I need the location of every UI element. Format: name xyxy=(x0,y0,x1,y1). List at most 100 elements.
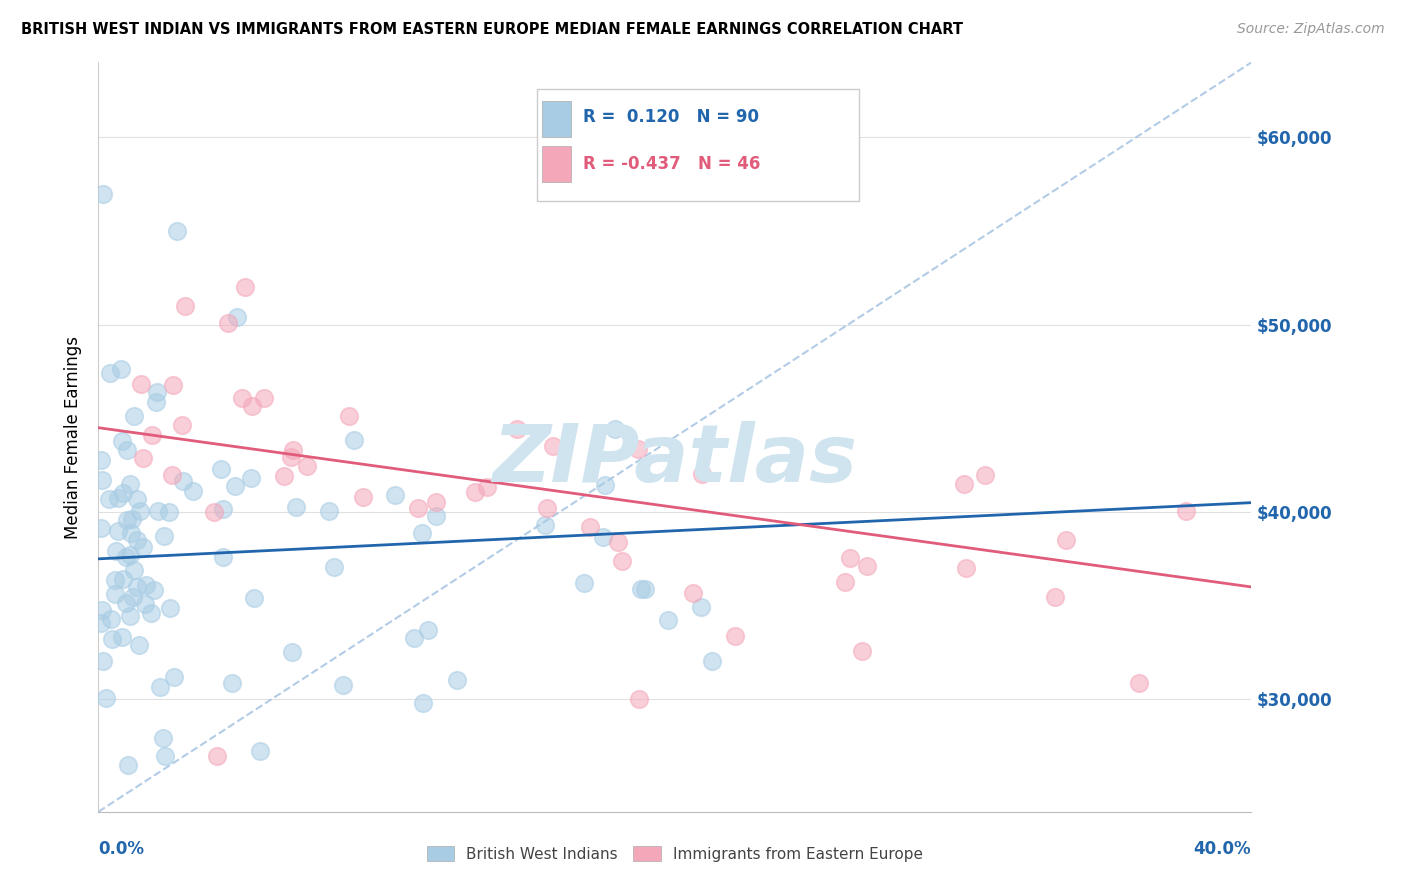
Point xyxy=(172,474,194,488)
Text: R =  0.120   N = 90: R = 0.120 N = 90 xyxy=(582,108,759,126)
Text: R = -0.437   N = 46: R = -0.437 N = 46 xyxy=(582,154,761,172)
Bar xyxy=(537,88,859,201)
Point xyxy=(425,508,447,523)
Point xyxy=(124,563,146,577)
Point xyxy=(174,299,197,313)
Point xyxy=(115,443,138,458)
Point xyxy=(146,384,169,399)
Bar xyxy=(543,146,571,182)
Point xyxy=(134,597,156,611)
Point xyxy=(724,629,747,643)
Point xyxy=(627,692,650,706)
Point xyxy=(834,574,856,589)
Point xyxy=(425,494,447,508)
Legend: British West Indians, Immigrants from Eastern Europe: British West Indians, Immigrants from Ea… xyxy=(420,839,929,868)
Point xyxy=(90,615,112,630)
Point xyxy=(240,471,263,485)
Point xyxy=(117,513,139,527)
Point xyxy=(578,520,600,534)
Point xyxy=(332,678,354,692)
Point xyxy=(104,574,127,588)
Point xyxy=(630,582,652,597)
Point xyxy=(404,631,426,645)
Point xyxy=(955,560,977,574)
Point xyxy=(159,601,181,615)
Point xyxy=(280,645,302,659)
Point xyxy=(111,630,134,644)
Point xyxy=(280,450,302,464)
Point xyxy=(129,376,152,391)
Point xyxy=(953,476,976,491)
Point xyxy=(856,558,879,573)
Point xyxy=(682,586,704,600)
Text: BRITISH WEST INDIAN VS IMMIGRANTS FROM EASTERN EUROPE MEDIAN FEMALE EARNINGS COR: BRITISH WEST INDIAN VS IMMIGRANTS FROM E… xyxy=(21,22,963,37)
Point xyxy=(343,433,366,447)
Point xyxy=(145,395,167,409)
Text: ZIPatlas: ZIPatlas xyxy=(492,420,858,499)
Point xyxy=(120,476,142,491)
Point xyxy=(283,442,305,457)
Point xyxy=(91,473,114,487)
Y-axis label: Median Female Earnings: Median Female Earnings xyxy=(65,335,83,539)
Point xyxy=(408,501,430,516)
Point xyxy=(128,638,150,652)
Point xyxy=(160,467,183,482)
Point xyxy=(112,486,135,500)
Point xyxy=(125,580,148,594)
Point xyxy=(125,533,148,548)
Point xyxy=(149,680,172,694)
Point xyxy=(90,521,112,535)
Point xyxy=(115,550,138,565)
Text: Source: ZipAtlas.com: Source: ZipAtlas.com xyxy=(1237,22,1385,37)
Point xyxy=(593,478,616,492)
Point xyxy=(1128,676,1150,690)
Point xyxy=(605,422,627,436)
Point xyxy=(851,644,873,658)
Point xyxy=(1043,591,1066,605)
Point xyxy=(249,743,271,757)
Point xyxy=(121,511,143,525)
Point xyxy=(124,409,146,423)
Point xyxy=(352,490,374,504)
Point xyxy=(974,468,997,483)
Point xyxy=(157,505,180,519)
Point xyxy=(101,632,124,646)
Point xyxy=(273,469,295,483)
Point xyxy=(146,504,169,518)
Point xyxy=(97,492,120,507)
Point xyxy=(209,462,232,476)
Point xyxy=(163,669,186,683)
Point xyxy=(94,691,117,706)
Point xyxy=(1054,533,1077,548)
Point xyxy=(91,186,114,201)
Point xyxy=(464,484,486,499)
Point xyxy=(446,673,468,688)
Point xyxy=(243,591,266,606)
Point xyxy=(107,491,129,506)
Point xyxy=(207,748,229,763)
Point xyxy=(141,427,163,442)
Point xyxy=(170,418,193,433)
Point xyxy=(534,517,557,532)
Point xyxy=(152,731,174,746)
Point xyxy=(572,575,595,590)
Point xyxy=(118,609,141,624)
Point xyxy=(252,391,274,405)
Point xyxy=(233,280,256,294)
Point xyxy=(323,560,346,574)
Point xyxy=(226,310,249,324)
Point xyxy=(384,488,406,502)
Point xyxy=(166,224,188,238)
Point xyxy=(418,623,440,637)
Point xyxy=(541,439,564,453)
Point xyxy=(690,467,713,482)
Point xyxy=(412,696,434,710)
Point xyxy=(240,399,263,413)
Point xyxy=(118,548,141,562)
Point xyxy=(337,409,360,424)
Point xyxy=(627,442,650,456)
Point xyxy=(838,550,860,565)
Point xyxy=(411,525,433,540)
Text: 0.0%: 0.0% xyxy=(98,840,145,858)
Point xyxy=(104,587,127,601)
